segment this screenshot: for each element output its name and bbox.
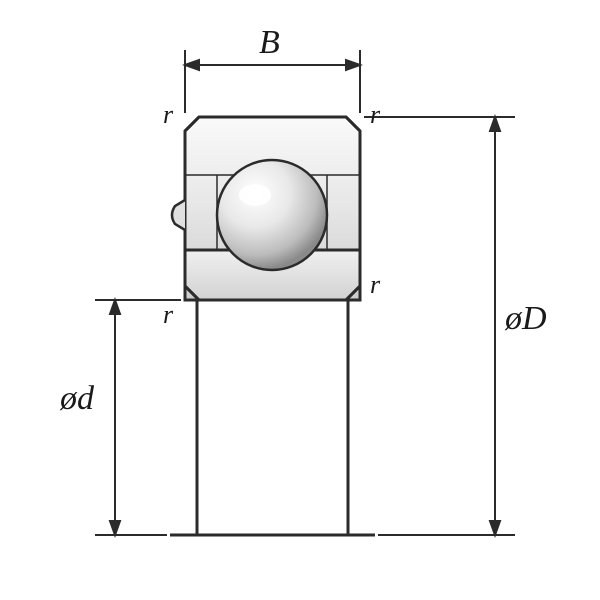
label-d: ød — [60, 380, 94, 418]
ball-highlight — [239, 184, 271, 206]
label-r-top-right: r — [370, 100, 380, 130]
retainer-notch — [172, 200, 185, 230]
label-D: øD — [505, 300, 547, 338]
label-B: B — [259, 24, 280, 62]
label-r-bottom-left: r — [163, 300, 173, 330]
bearing-diagram: B r r r r øD ød — [0, 0, 600, 600]
ball — [217, 160, 327, 270]
shaft-column — [197, 300, 348, 535]
dimension-d — [95, 300, 181, 535]
label-r-bottom-right: r — [370, 270, 380, 300]
dimension-D — [364, 117, 515, 535]
label-r-top-left: r — [163, 100, 173, 130]
